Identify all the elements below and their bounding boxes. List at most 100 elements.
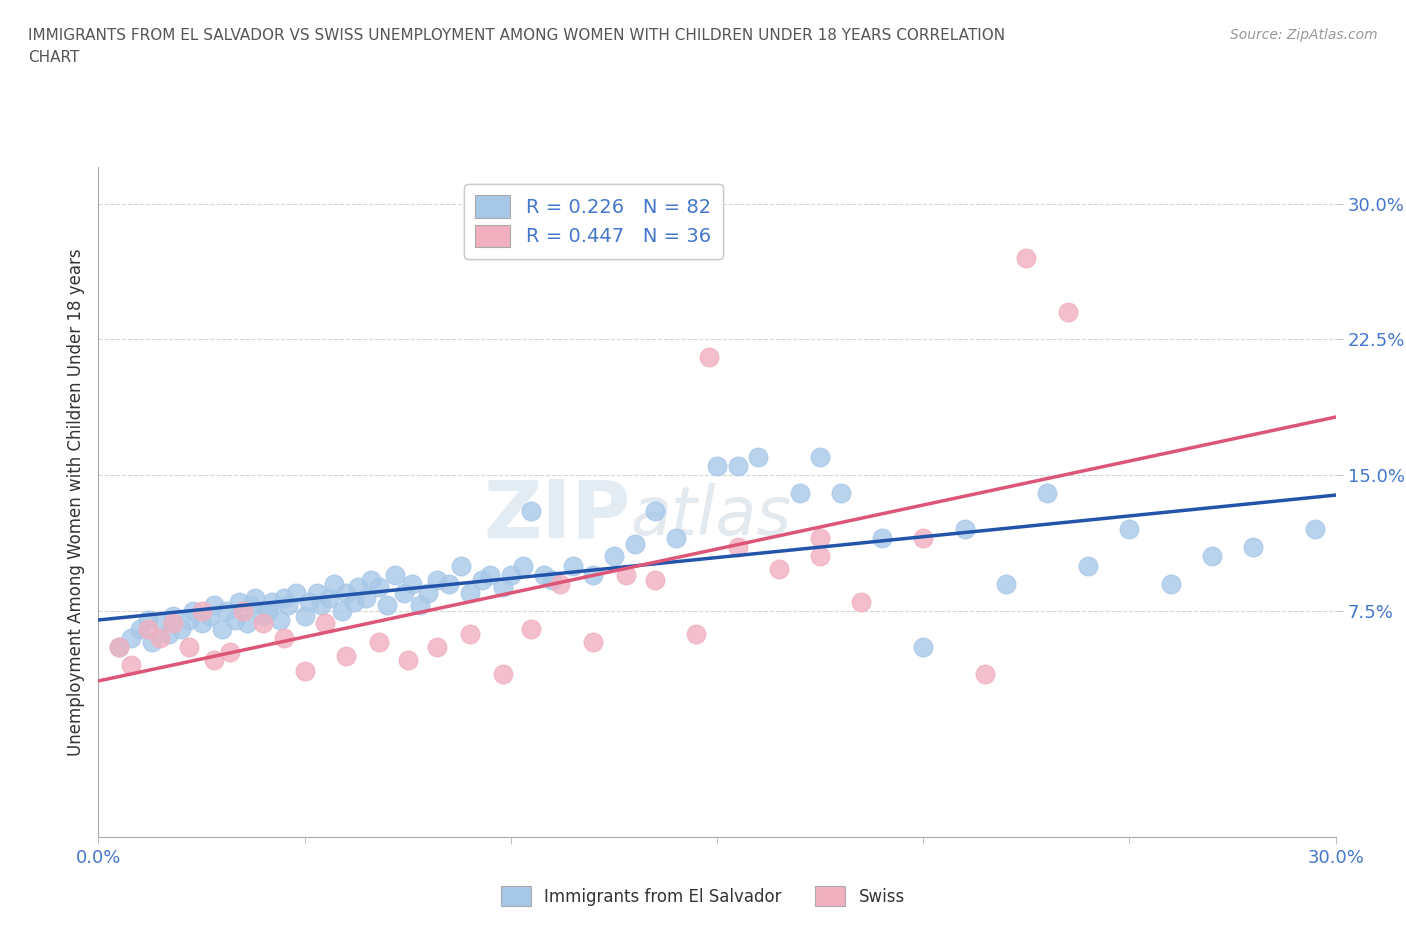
- Point: [603, 549, 626, 564]
- Point: [520, 621, 543, 636]
- Point: [520, 504, 543, 519]
- Point: [236, 616, 259, 631]
- Point: [471, 573, 494, 588]
- Point: [512, 558, 534, 573]
- Point: [335, 585, 357, 600]
- Point: [162, 609, 184, 624]
- Point: [384, 567, 406, 582]
- Text: ZIP: ZIP: [484, 476, 630, 554]
- Point: [747, 449, 769, 464]
- Point: [305, 585, 328, 600]
- Point: [141, 634, 163, 649]
- Point: [149, 616, 172, 631]
- Point: [252, 616, 274, 631]
- Point: [219, 645, 242, 660]
- Point: [541, 573, 564, 588]
- Point: [870, 531, 893, 546]
- Point: [224, 612, 246, 627]
- Point: [994, 577, 1017, 591]
- Point: [108, 640, 131, 655]
- Point: [697, 350, 720, 365]
- Point: [491, 667, 513, 682]
- Point: [1077, 558, 1099, 573]
- Point: [120, 658, 142, 672]
- Point: [953, 522, 976, 537]
- Point: [533, 567, 555, 582]
- Point: [149, 631, 172, 645]
- Point: [808, 531, 831, 546]
- Point: [314, 616, 336, 631]
- Point: [170, 621, 193, 636]
- Point: [685, 627, 707, 642]
- Point: [198, 609, 221, 624]
- Point: [426, 573, 449, 588]
- Point: [136, 621, 159, 636]
- Point: [1036, 485, 1059, 500]
- Point: [665, 531, 688, 546]
- Point: [727, 540, 749, 555]
- Point: [335, 648, 357, 663]
- Point: [582, 567, 605, 582]
- Point: [1201, 549, 1223, 564]
- Point: [181, 604, 204, 618]
- Point: [614, 567, 637, 582]
- Point: [190, 604, 212, 618]
- Point: [179, 640, 201, 655]
- Point: [108, 640, 131, 655]
- Point: [202, 598, 225, 613]
- Point: [343, 594, 366, 609]
- Point: [179, 612, 201, 627]
- Point: [298, 594, 321, 609]
- Point: [228, 594, 250, 609]
- Point: [974, 667, 997, 682]
- Point: [360, 573, 382, 588]
- Point: [491, 579, 513, 594]
- Legend: R = 0.226   N = 82, R = 0.447   N = 36: R = 0.226 N = 82, R = 0.447 N = 36: [464, 184, 723, 259]
- Point: [243, 591, 266, 605]
- Point: [356, 591, 378, 605]
- Point: [285, 585, 308, 600]
- Point: [706, 458, 728, 473]
- Point: [128, 621, 150, 636]
- Point: [211, 621, 233, 636]
- Point: [458, 627, 481, 642]
- Point: [550, 577, 572, 591]
- Point: [479, 567, 502, 582]
- Point: [1056, 305, 1078, 320]
- Point: [1015, 250, 1038, 265]
- Point: [768, 562, 790, 577]
- Point: [851, 594, 873, 609]
- Point: [458, 585, 481, 600]
- Point: [561, 558, 583, 573]
- Point: [367, 634, 389, 649]
- Point: [269, 612, 291, 627]
- Point: [499, 567, 522, 582]
- Point: [450, 558, 472, 573]
- Point: [294, 609, 316, 624]
- Point: [190, 616, 212, 631]
- Point: [437, 577, 460, 591]
- Point: [1303, 522, 1326, 537]
- Point: [789, 485, 811, 500]
- Text: Source: ZipAtlas.com: Source: ZipAtlas.com: [1230, 28, 1378, 42]
- Point: [260, 594, 283, 609]
- Point: [644, 504, 666, 519]
- Legend: Immigrants from El Salvador, Swiss: Immigrants from El Salvador, Swiss: [495, 880, 911, 912]
- Point: [120, 631, 142, 645]
- Point: [808, 449, 831, 464]
- Point: [367, 579, 389, 594]
- Point: [309, 598, 332, 613]
- Point: [644, 573, 666, 588]
- Point: [727, 458, 749, 473]
- Point: [318, 591, 340, 605]
- Point: [136, 612, 159, 627]
- Point: [162, 616, 184, 631]
- Point: [396, 652, 419, 667]
- Point: [277, 598, 299, 613]
- Y-axis label: Unemployment Among Women with Children Under 18 years: Unemployment Among Women with Children U…: [66, 248, 84, 756]
- Point: [294, 663, 316, 678]
- Point: [409, 598, 432, 613]
- Point: [252, 609, 274, 624]
- Point: [808, 549, 831, 564]
- Point: [623, 537, 645, 551]
